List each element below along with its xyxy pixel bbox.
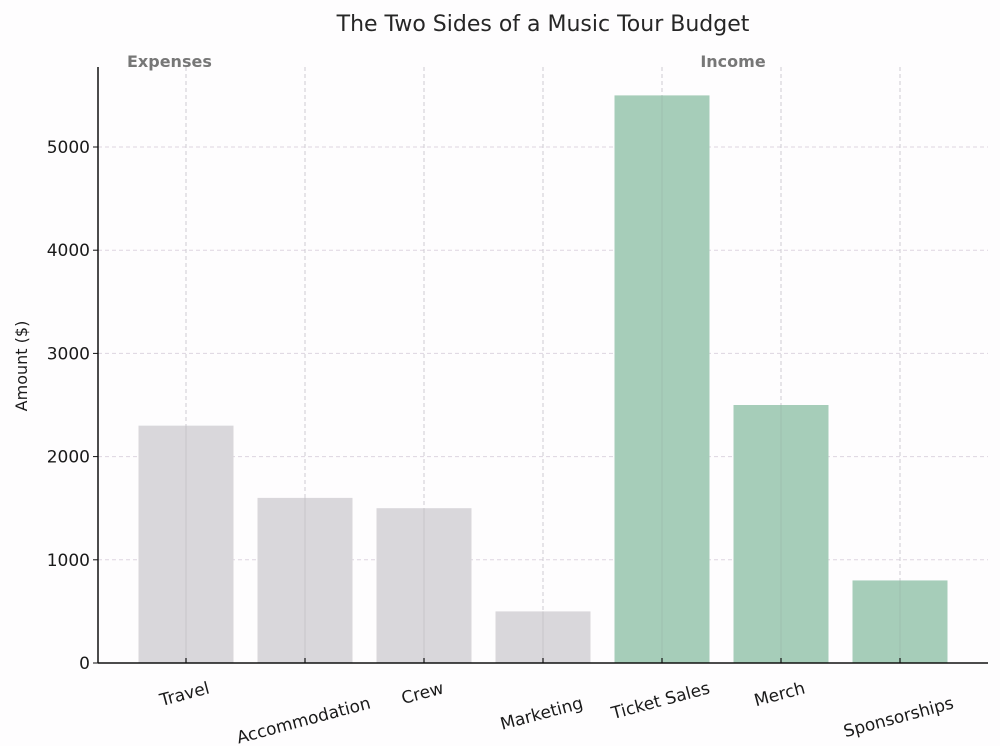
vertical-grid-overlay	[185, 95, 901, 663]
bar-sponsorships	[852, 580, 948, 663]
x-tick-label: Travel	[157, 679, 212, 712]
x-tick-label: Marketing	[498, 694, 585, 735]
y-tick-label: 3000	[47, 344, 90, 364]
x-tick-label: Merch	[752, 679, 807, 712]
y-tick-label: 1000	[47, 551, 90, 571]
bar-merch	[733, 405, 829, 663]
x-tick-label: Accommodation	[235, 694, 373, 746]
y-tick-label: 4000	[47, 241, 90, 261]
x-axis-ticks: Travel Accommodation Crew Marketing Ticket S…	[157, 658, 956, 746]
chart-title: The Two Sides of a Music Tour Budget	[336, 12, 750, 37]
y-tick-label: 2000	[47, 448, 90, 468]
x-tick-label: Ticket Sales	[608, 678, 712, 724]
bar-accommodation	[257, 497, 353, 663]
income-section-label: Income	[700, 52, 765, 71]
y-axis-label: Amount ($)	[12, 321, 31, 412]
x-tick-label: Crew	[399, 678, 446, 708]
bars	[138, 95, 948, 663]
bar-marketing	[495, 611, 591, 663]
y-tick-label: 0	[79, 654, 90, 674]
bar-ticket-sales	[614, 95, 710, 663]
y-tick-label: 5000	[47, 138, 90, 158]
expenses-section-label: Expenses	[127, 52, 212, 71]
y-axis-ticks: 0 1000 2000 3000 4000 5000	[47, 138, 98, 674]
x-tick-label: Sponsorships	[842, 693, 956, 742]
bar-travel	[138, 425, 234, 663]
bar-crew	[376, 508, 472, 663]
